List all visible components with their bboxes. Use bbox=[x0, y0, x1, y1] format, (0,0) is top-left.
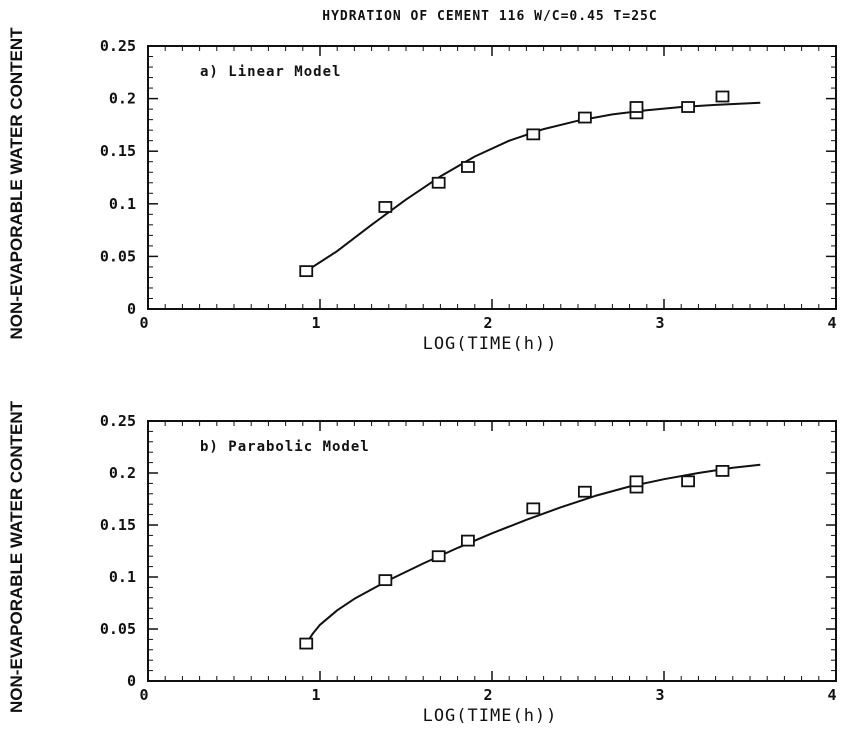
y-tick-label: 0.2 bbox=[109, 90, 136, 108]
plot-frame bbox=[147, 420, 837, 682]
x-tick-label: 3 bbox=[655, 314, 664, 332]
data-point-marker bbox=[681, 101, 695, 113]
panel-linear-model: 0 1 2 3 4 0 0.05 0.1 0.15 0.2 0.25 LOG(TIME(h)) NON-… bbox=[7, 27, 837, 354]
data-point-marker bbox=[526, 128, 541, 141]
data-point-marker bbox=[299, 265, 314, 278]
y-tick-label: 0.05 bbox=[100, 620, 136, 638]
data-point-marker bbox=[577, 485, 592, 498]
data-point-marker bbox=[461, 534, 475, 547]
x-tick-label: 0 bbox=[139, 686, 148, 704]
y-tick-label: 0.15 bbox=[100, 142, 136, 160]
y-tick-label: 0.1 bbox=[109, 195, 136, 213]
x-tick-label: 2 bbox=[483, 686, 492, 704]
y-tick-label: 0.25 bbox=[100, 412, 136, 430]
x-axis-label: LOG(TIME(h)) bbox=[423, 706, 558, 726]
y-tick-label: 0 bbox=[127, 300, 136, 318]
x-tick-label: 4 bbox=[827, 686, 836, 704]
x-tick-label: 1 bbox=[311, 686, 320, 704]
y-axis-label: NON-EVAPORABLE WATER CONTENT bbox=[7, 400, 26, 713]
data-point-marker bbox=[461, 161, 475, 173]
plot-frame bbox=[147, 45, 837, 310]
y-tick-label: 0.25 bbox=[100, 37, 136, 55]
y-axis-label: NON-EVAPORABLE WATER CONTENT bbox=[7, 27, 26, 340]
y-tick-label: 0.1 bbox=[109, 568, 136, 586]
x-tick-label: 1 bbox=[311, 314, 320, 332]
data-point-marker bbox=[526, 502, 541, 515]
x-tick-label: 2 bbox=[483, 314, 492, 332]
fitted-curve-line bbox=[305, 101, 761, 272]
panel-label: a) Linear Model bbox=[200, 64, 341, 80]
panel-label: b) Parabolic Model bbox=[200, 439, 370, 455]
x-tick-label: 0 bbox=[139, 314, 148, 332]
data-point-marker bbox=[299, 637, 314, 650]
data-point-marker bbox=[577, 111, 592, 124]
x-tick-label: 3 bbox=[655, 686, 664, 704]
data-point-marker bbox=[378, 574, 393, 587]
y-tick-label: 0 bbox=[127, 672, 136, 690]
y-tick-label: 0.15 bbox=[100, 516, 136, 534]
x-axis-label: LOG(TIME(h)) bbox=[423, 334, 558, 354]
data-point-marker bbox=[431, 550, 446, 563]
data-point-marker bbox=[378, 201, 393, 213]
data-point-marker bbox=[715, 90, 730, 103]
fitted-curve-line bbox=[305, 463, 761, 645]
data-point-marker bbox=[715, 465, 730, 477]
data-point-marker bbox=[431, 176, 446, 189]
data-point-marker bbox=[629, 101, 644, 113]
y-tick-label: 0.2 bbox=[109, 464, 136, 482]
panel-parabolic-model: 0 1 2 3 4 0 0.05 0.1 0.15 0.2 0.25 LOG(TIME(h)) NON-… bbox=[7, 400, 837, 726]
y-tick-label: 0.05 bbox=[100, 247, 136, 265]
data-point-marker bbox=[681, 475, 695, 488]
x-tick-label: 4 bbox=[827, 314, 836, 332]
figure-title: HYDRATION OF CEMENT 116 W/C=0.45 T=25C bbox=[322, 9, 657, 24]
data-point-marker bbox=[629, 475, 644, 488]
